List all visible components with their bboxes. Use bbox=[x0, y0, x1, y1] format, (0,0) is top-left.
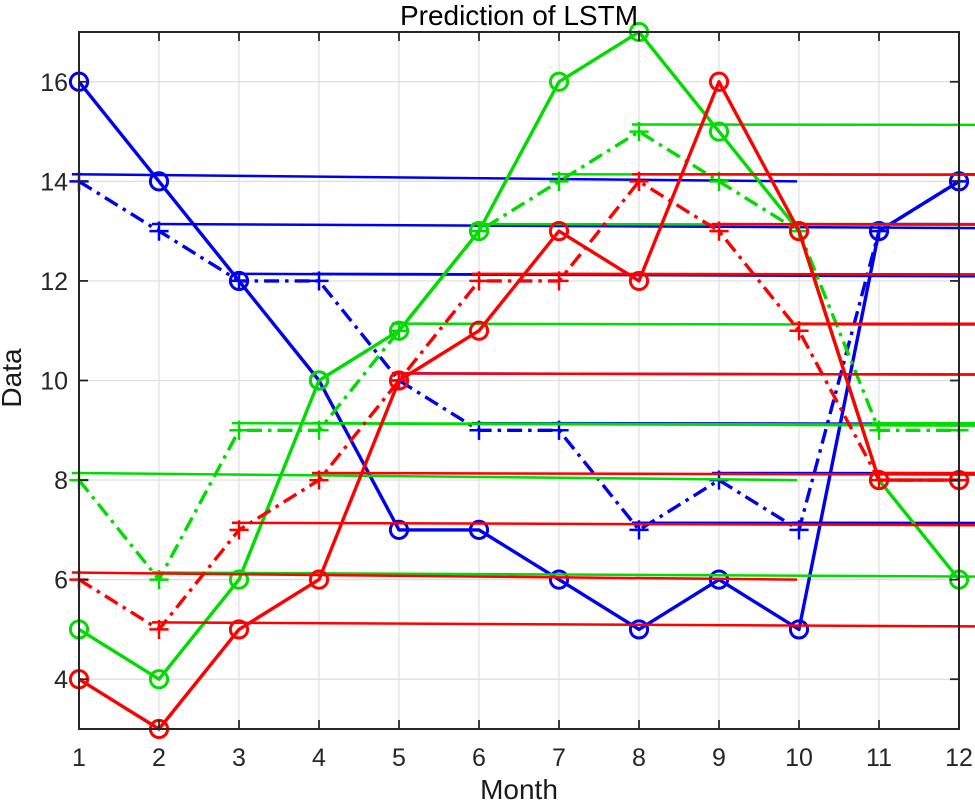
circle-marker bbox=[708, 71, 730, 92]
asterisk-marker bbox=[309, 470, 975, 490]
asterisk-marker bbox=[469, 221, 975, 241]
x-tick-label: 12 bbox=[945, 744, 973, 772]
x-tick-label: 9 bbox=[712, 744, 726, 772]
circle-marker bbox=[548, 221, 570, 242]
green-dashdot-asterisk-line bbox=[77, 129, 959, 582]
circle-marker bbox=[468, 519, 490, 540]
asterisk-marker bbox=[149, 221, 975, 241]
x-tick-label: 3 bbox=[232, 744, 246, 772]
x-tick-label: 1 bbox=[72, 744, 86, 772]
circle-marker bbox=[148, 669, 170, 690]
x-tick-label: 2 bbox=[152, 744, 166, 772]
asterisk-marker bbox=[469, 271, 975, 291]
circle-marker bbox=[628, 619, 650, 640]
circle-marker bbox=[468, 320, 490, 341]
circle-marker bbox=[788, 221, 810, 242]
asterisk-marker bbox=[309, 420, 975, 440]
circle-marker bbox=[708, 121, 730, 142]
y-tick-labels: 4 6 8 10 12 14 16 bbox=[40, 69, 68, 694]
circle-marker bbox=[548, 569, 570, 590]
asterisk-marker bbox=[389, 370, 975, 391]
asterisk-marker bbox=[149, 619, 975, 640]
x-axis-label: Month bbox=[480, 774, 558, 805]
asterisk-marker bbox=[949, 420, 975, 440]
circle-marker bbox=[308, 370, 330, 391]
y-tick-label: 6 bbox=[54, 567, 68, 595]
blue-dashdot-asterisk-line bbox=[78, 179, 960, 532]
circle-marker bbox=[628, 270, 650, 292]
red-dashdot-asterisk-markers bbox=[69, 171, 975, 640]
circle-marker bbox=[788, 619, 810, 640]
x-tick-labels: 1 2 3 4 5 6 7 8 9 10 11 12 bbox=[72, 744, 973, 772]
red-dashdot-asterisk-line bbox=[78, 179, 959, 632]
circle-marker bbox=[548, 71, 570, 92]
green-dashdot-asterisk-series bbox=[69, 121, 975, 590]
x-tick-label: 10 bbox=[785, 744, 813, 772]
x-tick-label: 5 bbox=[392, 744, 406, 772]
x-tick-label: 7 bbox=[552, 744, 566, 772]
asterisk-marker bbox=[789, 321, 975, 341]
asterisk-marker bbox=[629, 171, 975, 191]
circle-marker bbox=[228, 619, 250, 640]
y-tick-label: 8 bbox=[54, 467, 68, 495]
asterisk-marker bbox=[869, 470, 975, 490]
asterisk-marker bbox=[389, 321, 975, 341]
circle-marker bbox=[388, 519, 410, 540]
x-tick-label: 11 bbox=[866, 744, 892, 772]
circle-marker bbox=[308, 569, 330, 590]
x-tick-label: 4 bbox=[312, 744, 326, 772]
x-tick-label: 8 bbox=[632, 744, 646, 772]
chart-title: Prediction of LSTM bbox=[400, 0, 638, 31]
asterisk-marker bbox=[869, 420, 975, 440]
red-dashdot-asterisk-series bbox=[69, 171, 975, 640]
x-tick-label: 6 bbox=[472, 744, 486, 772]
asterisk-marker bbox=[629, 121, 975, 142]
circle-marker bbox=[148, 171, 170, 192]
asterisk-marker bbox=[549, 171, 975, 191]
y-axis-label: Data bbox=[0, 348, 27, 408]
y-tick-label: 10 bbox=[40, 368, 68, 396]
tick-marks bbox=[78, 32, 960, 729]
asterisk-marker bbox=[549, 271, 975, 291]
y-tick-label: 16 bbox=[40, 69, 68, 97]
asterisk-marker bbox=[709, 221, 975, 241]
y-tick-label: 14 bbox=[40, 168, 68, 196]
green-solid-circle-markers bbox=[68, 21, 970, 690]
blue-solid-circle-line bbox=[77, 80, 960, 632]
y-tick-label: 12 bbox=[40, 268, 68, 296]
circle-marker bbox=[228, 569, 250, 590]
green-solid-circle-line bbox=[78, 30, 961, 681]
green-solid-circle-series bbox=[68, 21, 970, 690]
y-tick-label: 4 bbox=[54, 666, 68, 694]
asterisk-marker bbox=[229, 520, 975, 540]
